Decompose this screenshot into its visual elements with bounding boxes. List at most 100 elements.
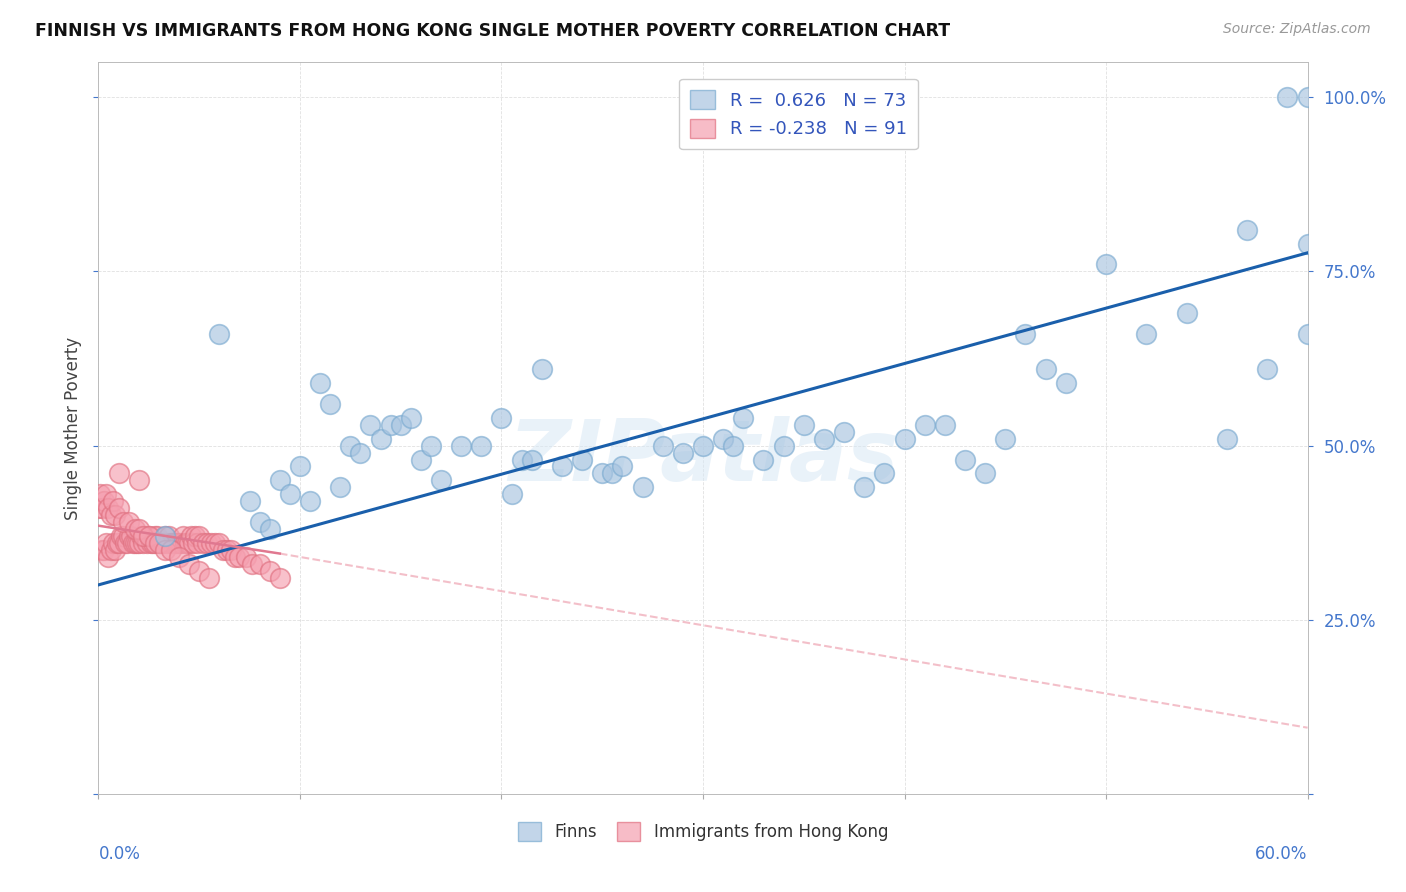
Point — [339, 439, 361, 453]
Point — [157, 529, 180, 543]
Point — [138, 529, 160, 543]
Point — [329, 480, 352, 494]
Point — [259, 522, 281, 536]
Point — [128, 522, 150, 536]
Point — [221, 543, 243, 558]
Point — [121, 536, 143, 550]
Point — [142, 536, 165, 550]
Point — [380, 417, 402, 432]
Point — [120, 529, 142, 543]
Point — [631, 480, 654, 494]
Point — [100, 508, 122, 523]
Point — [470, 439, 492, 453]
Point — [349, 445, 371, 459]
Point — [510, 452, 533, 467]
Point — [994, 432, 1017, 446]
Point — [602, 467, 624, 481]
Point — [235, 549, 257, 564]
Text: 60.0%: 60.0% — [1256, 845, 1308, 863]
Point — [124, 522, 146, 536]
Point — [179, 557, 201, 571]
Point — [184, 529, 207, 543]
Point — [772, 439, 794, 453]
Point — [571, 452, 593, 467]
Point — [128, 474, 150, 488]
Point — [115, 536, 138, 550]
Point — [103, 508, 125, 523]
Point — [125, 536, 148, 550]
Point — [111, 529, 134, 543]
Point — [96, 536, 118, 550]
Point — [143, 536, 166, 550]
Point — [934, 417, 956, 432]
Text: FINNISH VS IMMIGRANTS FROM HONG KONG SINGLE MOTHER POVERTY CORRELATION CHART: FINNISH VS IMMIGRANTS FROM HONG KONG SIN… — [35, 22, 950, 40]
Point — [711, 432, 734, 446]
Point — [193, 536, 215, 550]
Point — [1296, 90, 1319, 104]
Point — [1054, 376, 1077, 390]
Point — [132, 529, 155, 543]
Point — [269, 571, 291, 585]
Point — [249, 515, 271, 529]
Point — [813, 432, 835, 446]
Point — [152, 536, 174, 550]
Point — [733, 410, 755, 425]
Point — [953, 452, 976, 467]
Point — [146, 529, 169, 543]
Point — [97, 549, 120, 564]
Point — [360, 417, 382, 432]
Point — [520, 452, 543, 467]
Point — [893, 432, 915, 446]
Point — [97, 501, 120, 516]
Point — [299, 494, 322, 508]
Point — [167, 536, 190, 550]
Point — [186, 536, 208, 550]
Point — [153, 529, 176, 543]
Point — [181, 536, 204, 550]
Point — [107, 467, 129, 481]
Point — [188, 529, 211, 543]
Point — [103, 543, 125, 558]
Point — [118, 515, 141, 529]
Point — [1135, 327, 1157, 342]
Point — [551, 459, 574, 474]
Point — [143, 529, 166, 543]
Point — [1398, 432, 1406, 446]
Point — [135, 536, 157, 550]
Point — [111, 515, 134, 529]
Point — [160, 543, 183, 558]
Point — [149, 536, 172, 550]
Point — [240, 557, 263, 571]
Point — [450, 439, 472, 453]
Point — [1095, 257, 1118, 271]
Point — [160, 536, 183, 550]
Point — [217, 543, 239, 558]
Point — [212, 543, 235, 558]
Point — [752, 452, 775, 467]
Point — [409, 452, 432, 467]
Point — [170, 536, 193, 550]
Point — [163, 536, 186, 550]
Point — [124, 536, 146, 550]
Point — [139, 536, 162, 550]
Point — [172, 529, 194, 543]
Point — [176, 536, 198, 550]
Point — [208, 536, 231, 550]
Point — [399, 410, 422, 425]
Point — [1175, 306, 1198, 320]
Point — [269, 474, 291, 488]
Point — [96, 487, 118, 501]
Point — [1277, 90, 1299, 104]
Point — [370, 432, 392, 446]
Text: Source: ZipAtlas.com: Source: ZipAtlas.com — [1223, 22, 1371, 37]
Point — [723, 439, 745, 453]
Point — [208, 327, 231, 342]
Point — [239, 494, 262, 508]
Point — [249, 557, 271, 571]
Point — [101, 494, 124, 508]
Point — [93, 543, 115, 558]
Point — [1296, 327, 1319, 342]
Point — [1216, 432, 1239, 446]
Point — [319, 397, 342, 411]
Text: ZIPatlas: ZIPatlas — [508, 416, 898, 499]
